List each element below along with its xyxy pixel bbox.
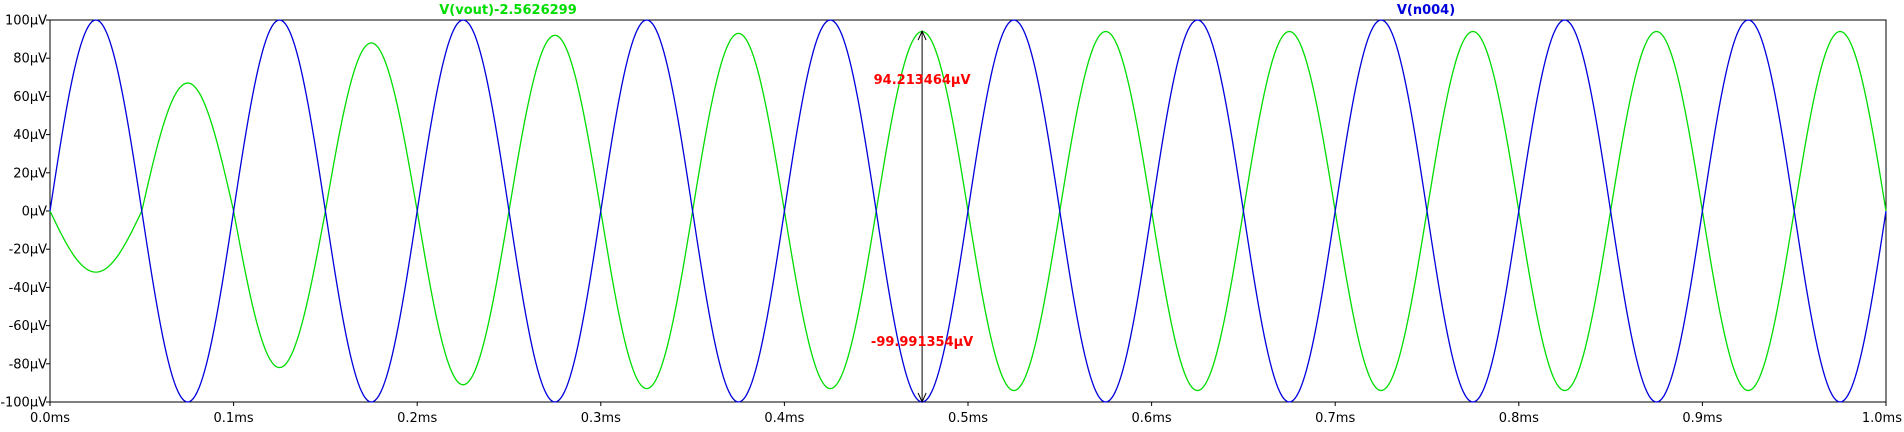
x-tick-label: 0.3ms xyxy=(581,411,621,426)
series-line-1 xyxy=(49,19,1887,403)
y-tick-label: 80µV xyxy=(13,52,47,67)
x-tick-label: 0.4ms xyxy=(764,411,804,426)
arrow-up-icon xyxy=(917,29,927,41)
annotation-label-0: 94.213464µV xyxy=(874,73,971,88)
y-tick-label: -100µV xyxy=(0,396,47,411)
y-tick-label: -80µV xyxy=(9,357,48,372)
x-tick-label: 0.2ms xyxy=(397,411,437,426)
arrow-down-icon xyxy=(917,392,927,404)
y-axis-ticks: 100µV 80µV 60µV 40µV 20µV 0µV -20µV -40µV -60µV -… xyxy=(0,14,50,411)
x-tick-label: 0.8ms xyxy=(1499,411,1539,426)
x-axis-ticks: 0.0ms 0.1ms 0.2ms 0.3ms 0.4ms 0.5ms 0.6ms 0.7ms… xyxy=(30,402,1902,426)
y-tick-label: 100µV xyxy=(5,14,47,29)
trace-labels[interactable]: V(vout)-2.5626299 V(n004) xyxy=(439,3,1455,18)
x-tick-label: 0.7ms xyxy=(1315,411,1355,426)
y-tick-label: -40µV xyxy=(9,281,48,296)
y-tick-label: -20µV xyxy=(9,243,48,258)
y-tick-label: 40µV xyxy=(13,128,47,143)
cursor-annotations: 94.213464µV -99.991354µV xyxy=(871,29,973,404)
x-tick-label: 0.9ms xyxy=(1682,411,1722,426)
annotation-label-1: -99.991354µV xyxy=(871,335,973,350)
x-tick-label: 1.0ms xyxy=(1862,411,1902,426)
x-tick-label: 0.1ms xyxy=(214,411,254,426)
y-tick-label: -60µV xyxy=(9,319,48,334)
trace-label-0[interactable]: V(vout)-2.5626299 xyxy=(439,3,577,18)
trace-lines xyxy=(49,19,1887,403)
y-tick-label: 60µV xyxy=(13,90,47,105)
y-tick-label: 0µV xyxy=(22,205,48,220)
y-tick-label: 20µV xyxy=(13,166,47,181)
trace-label-1[interactable]: V(n004) xyxy=(1397,3,1455,18)
x-tick-label: 0.6ms xyxy=(1132,411,1172,426)
x-tick-label: 0.0ms xyxy=(30,411,70,426)
x-tick-label: 0.5ms xyxy=(948,411,988,426)
